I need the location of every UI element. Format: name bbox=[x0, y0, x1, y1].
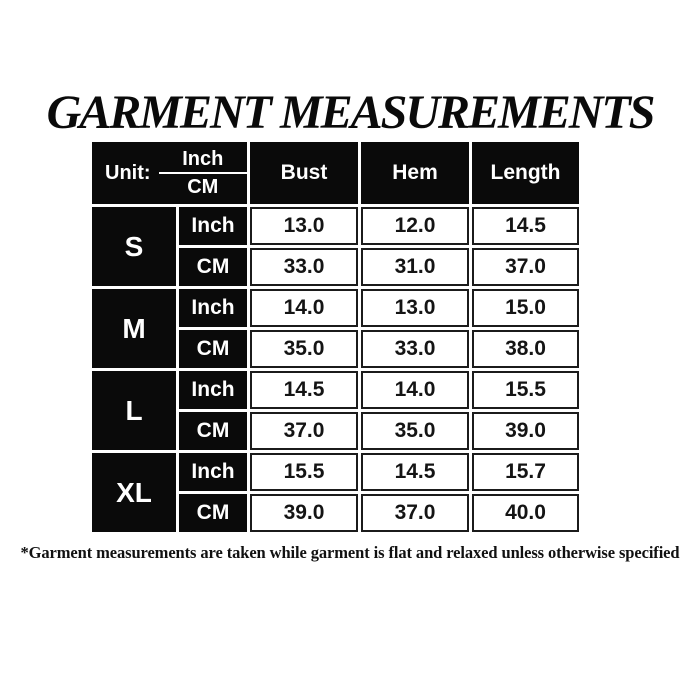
data-cell: 15.5 bbox=[472, 371, 579, 409]
column-header-hem: Hem bbox=[361, 142, 469, 204]
data-cell: 14.5 bbox=[472, 207, 579, 245]
data-cell: 33.0 bbox=[361, 330, 469, 368]
data-cell: 35.0 bbox=[361, 412, 469, 450]
data-cell: 37.0 bbox=[250, 412, 358, 450]
data-cell: 37.0 bbox=[472, 248, 579, 286]
data-cell: 33.0 bbox=[250, 248, 358, 286]
data-cell: 13.0 bbox=[250, 207, 358, 245]
column-header-length: Length bbox=[472, 142, 579, 204]
unit-label: Unit: bbox=[105, 161, 151, 184]
data-cell: 39.0 bbox=[250, 494, 358, 532]
data-cell: 15.5 bbox=[250, 453, 358, 491]
size-cell-m: M bbox=[92, 289, 176, 368]
unit-row-label: CM bbox=[179, 248, 247, 286]
size-chart-table: Unit: Inch CM Bust Hem Length S Inch 13.… bbox=[92, 142, 579, 532]
data-cell: 12.0 bbox=[361, 207, 469, 245]
unit-row-label: CM bbox=[179, 412, 247, 450]
data-cell: 37.0 bbox=[361, 494, 469, 532]
unit-inch-label: Inch bbox=[158, 147, 247, 174]
unit-row-label: Inch bbox=[179, 207, 247, 245]
unit-row-label: Inch bbox=[179, 453, 247, 491]
column-header-bust: Bust bbox=[250, 142, 358, 204]
data-cell: 15.0 bbox=[472, 289, 579, 327]
data-cell: 13.0 bbox=[361, 289, 469, 327]
unit-fraction: Inch CM bbox=[158, 147, 247, 199]
unit-row-label: CM bbox=[179, 330, 247, 368]
data-cell: 14.0 bbox=[250, 289, 358, 327]
data-cell: 14.0 bbox=[361, 371, 469, 409]
size-cell-s: S bbox=[92, 207, 176, 286]
unit-cm-label: CM bbox=[187, 176, 219, 198]
data-cell: 31.0 bbox=[361, 248, 469, 286]
data-cell: 14.5 bbox=[361, 453, 469, 491]
unit-row-label: CM bbox=[179, 494, 247, 532]
unit-row-label: Inch bbox=[179, 371, 247, 409]
data-cell: 35.0 bbox=[250, 330, 358, 368]
data-cell: 15.7 bbox=[472, 453, 579, 491]
data-cell: 39.0 bbox=[472, 412, 579, 450]
data-cell: 14.5 bbox=[250, 371, 358, 409]
unit-row-label: Inch bbox=[179, 289, 247, 327]
data-cell: 40.0 bbox=[472, 494, 579, 532]
footnote: *Garment measurements are taken while ga… bbox=[20, 543, 680, 562]
data-cell: 38.0 bbox=[472, 330, 579, 368]
size-cell-xl: XL bbox=[92, 453, 176, 532]
size-cell-l: L bbox=[92, 371, 176, 450]
unit-header-cell: Unit: Inch CM bbox=[92, 142, 247, 204]
page-title: GARMENT MEASUREMENTS bbox=[46, 86, 656, 139]
